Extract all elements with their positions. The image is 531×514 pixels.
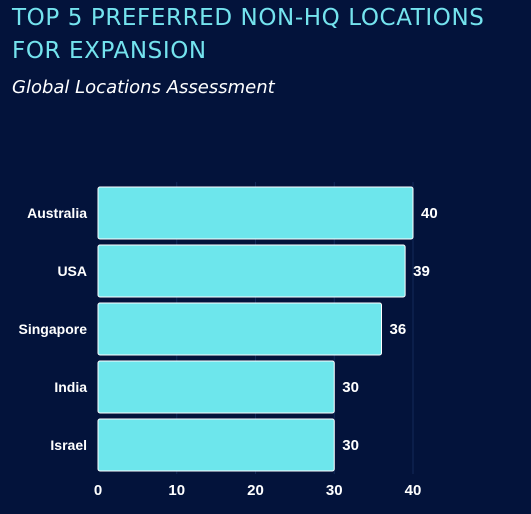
x-tick-label-10: 10 (168, 482, 185, 499)
x-tick-label-40: 40 (405, 482, 422, 499)
value-label-israel: 30 (342, 437, 359, 454)
value-labels: 40 39 36 30 30 (342, 205, 437, 454)
bar-australia (97, 186, 414, 240)
x-axis-tick-labels: 0 10 20 30 40 (94, 482, 422, 499)
value-label-usa: 39 (413, 263, 430, 280)
category-labels: Australia USA Singapore India Israel (19, 205, 88, 453)
x-tick-label-30: 30 (326, 482, 343, 499)
bars (97, 186, 414, 472)
bar-usa (97, 244, 406, 298)
category-label-usa: USA (57, 263, 87, 279)
bar-israel (97, 418, 335, 472)
category-label-australia: Australia (27, 205, 87, 221)
value-label-australia: 40 (421, 205, 438, 222)
x-tick-label-20: 20 (247, 482, 264, 499)
x-tick-label-0: 0 (94, 482, 102, 499)
bar-india (97, 360, 335, 414)
value-label-singapore: 36 (390, 321, 407, 338)
value-label-india: 30 (342, 379, 359, 396)
category-label-india: India (54, 379, 87, 395)
category-label-singapore: Singapore (19, 321, 88, 337)
category-label-israel: Israel (50, 437, 87, 453)
bar-singapore (97, 302, 382, 356)
chart-title: TOP 5 PREFERRED NON-HQ LOCATIONS FOR EXP… (12, 5, 485, 64)
chart-subtitle: Global Locations Assessment (12, 77, 275, 98)
